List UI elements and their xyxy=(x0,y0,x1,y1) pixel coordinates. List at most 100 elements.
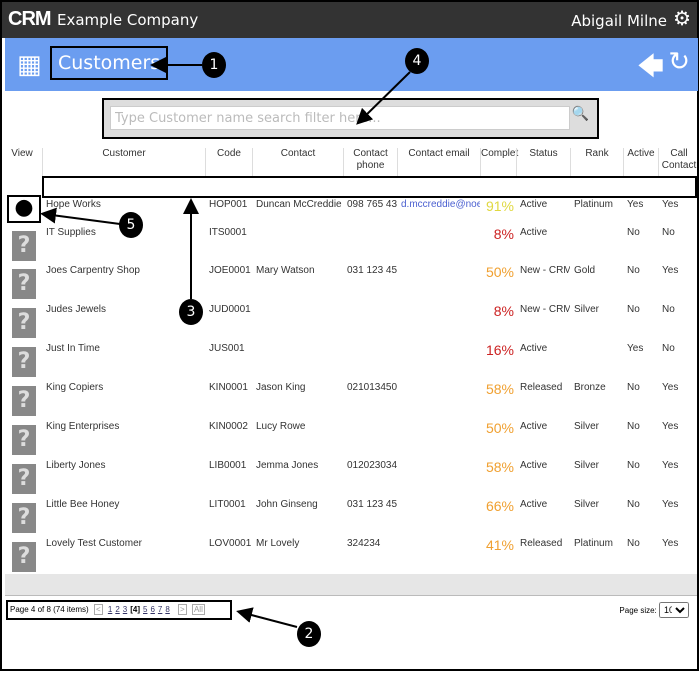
cell-phone: 098 765 432 xyxy=(347,199,397,210)
cell-call: No xyxy=(662,343,675,354)
column-header[interactable]: Active xyxy=(623,148,658,180)
cell-customer[interactable]: Little Bee Honey xyxy=(46,499,120,510)
cell-status: Active xyxy=(520,227,548,238)
cell-customer[interactable]: King Copiers xyxy=(46,382,104,393)
cell-active: No xyxy=(627,227,640,238)
unknown-avatar-icon[interactable]: ? xyxy=(12,503,36,533)
column-header[interactable]: View xyxy=(11,148,33,159)
cell-customer[interactable]: King Enterprises xyxy=(46,421,120,432)
column-header[interactable]: Code xyxy=(205,148,252,180)
column-header[interactable]: Contact email xyxy=(397,148,480,180)
cell-status: New - CRM xyxy=(520,265,570,276)
pager-info: Page 4 of 8 (74 items) xyxy=(10,605,89,614)
cell-rank: Bronze xyxy=(574,382,606,393)
cell-complete: 91% xyxy=(485,198,514,214)
cell-customer[interactable]: Hope Works xyxy=(46,199,101,210)
cell-active: No xyxy=(627,460,640,471)
cell-call: Yes xyxy=(662,538,679,549)
cell-customer[interactable]: Joes Carpentry Shop xyxy=(46,265,140,276)
cell-complete: 66% xyxy=(485,498,514,514)
column-header[interactable]: Rank xyxy=(570,148,623,180)
unknown-avatar-icon[interactable]: ? xyxy=(12,269,36,299)
cell-complete: 58% xyxy=(485,381,514,397)
unknown-avatar-icon[interactable]: ? xyxy=(12,231,36,261)
column-header[interactable]: Status xyxy=(516,148,570,180)
cell-status: Released xyxy=(520,538,563,549)
arrow-left-icon[interactable]: 🡄 xyxy=(637,52,664,82)
cell-customer[interactable]: IT Supplies xyxy=(46,227,96,238)
cell-active: No xyxy=(627,499,640,510)
page-link[interactable]: 7 xyxy=(157,605,163,614)
cell-code: LIT0001 xyxy=(209,499,246,510)
page-size-select[interactable]: 10 xyxy=(659,602,689,618)
user-name[interactable]: Abigail Milne xyxy=(571,12,667,30)
cell-active: No xyxy=(627,382,640,393)
filter-row[interactable] xyxy=(42,176,697,198)
unknown-avatar-icon[interactable]: ? xyxy=(12,308,36,338)
column-header[interactable]: Contact xyxy=(252,148,343,180)
cell-rank: Gold xyxy=(574,265,596,276)
cell-active: No xyxy=(627,421,640,432)
cell-phone: 324234 xyxy=(347,538,381,549)
gear-icon[interactable]: ⚙ xyxy=(673,6,691,30)
page-header: ▦ Customers 🡄 ↻ xyxy=(5,38,698,91)
unknown-avatar-icon[interactable]: ? xyxy=(12,542,36,572)
company-name: Example Company xyxy=(57,11,199,29)
cell-customer[interactable]: Just In Time xyxy=(46,343,100,354)
all-pages-button[interactable]: All xyxy=(191,604,205,615)
cell-customer[interactable]: Liberty Jones xyxy=(46,460,106,471)
cell-contact: Jason King xyxy=(256,382,306,393)
column-header[interactable]: Complet xyxy=(480,148,518,180)
search-input[interactable] xyxy=(110,106,570,130)
cell-contact: Mr Lovely xyxy=(256,538,300,549)
cell-contact: Lucy Rowe xyxy=(256,421,306,432)
search-icon[interactable]: 🔍 xyxy=(571,106,589,122)
cell-status: Active xyxy=(520,421,548,432)
page-link[interactable]: 5 xyxy=(143,605,148,614)
page-link[interactable]: 6 xyxy=(150,605,155,614)
cell-call: Yes xyxy=(662,265,679,276)
unknown-avatar-icon[interactable]: ? xyxy=(12,347,36,377)
page-link[interactable]: 2 xyxy=(115,605,120,614)
top-bar: CRM Example Company Abigail Milne ⚙ xyxy=(2,2,697,38)
crm-logo: CRM xyxy=(8,8,52,30)
column-header[interactable]: Customer xyxy=(42,148,205,180)
cell-active: No xyxy=(627,265,640,276)
cell-customer[interactable]: Lovely Test Customer xyxy=(46,538,142,549)
cell-complete: 41% xyxy=(485,537,514,553)
unknown-avatar-icon[interactable]: ? xyxy=(12,386,36,416)
page-link[interactable]: 1 xyxy=(107,605,113,614)
cell-rank: Platinum xyxy=(574,538,613,549)
unknown-avatar-icon[interactable]: ? xyxy=(12,464,36,494)
annotation-2: 2 xyxy=(297,621,321,647)
cell-phone: 031 123 456 xyxy=(347,265,397,276)
cell-phone: 0120230340 xyxy=(347,460,397,471)
column-header[interactable]: Contact phone xyxy=(343,148,397,180)
cell-active: No xyxy=(627,304,640,315)
cell-active: No xyxy=(627,538,640,549)
cell-complete: 50% xyxy=(485,420,514,436)
cell-code: LOV0001 xyxy=(209,538,252,549)
cell-contact: Mary Watson xyxy=(256,265,315,276)
unknown-avatar-icon[interactable]: ? xyxy=(12,425,36,455)
page-size-label: Page size: xyxy=(619,606,657,615)
cell-code: JUS001 xyxy=(209,343,245,354)
cell-email[interactable]: d.mccreddie@noem xyxy=(401,199,480,210)
page-link[interactable]: [4] xyxy=(130,605,140,614)
cell-complete: 50% xyxy=(485,264,514,280)
page-link[interactable]: 8 xyxy=(165,605,170,614)
company-logo-avatar[interactable]: ● xyxy=(12,197,36,221)
cell-code: HOP001 xyxy=(209,199,248,210)
page-link[interactable]: 3 xyxy=(122,605,128,614)
refresh-icon[interactable]: ↻ xyxy=(668,47,690,77)
next-page-button[interactable]: > xyxy=(178,604,187,615)
cell-active: Yes xyxy=(627,199,644,210)
column-header[interactable]: Call Contact xyxy=(658,148,699,180)
cell-rank: Platinum xyxy=(574,199,613,210)
cell-customer[interactable]: Judes Jewels xyxy=(46,304,107,315)
prev-page-button[interactable]: < xyxy=(93,604,103,615)
cell-status: Active xyxy=(520,460,548,471)
cell-status: Released xyxy=(520,382,563,393)
cell-call: No xyxy=(662,227,675,238)
